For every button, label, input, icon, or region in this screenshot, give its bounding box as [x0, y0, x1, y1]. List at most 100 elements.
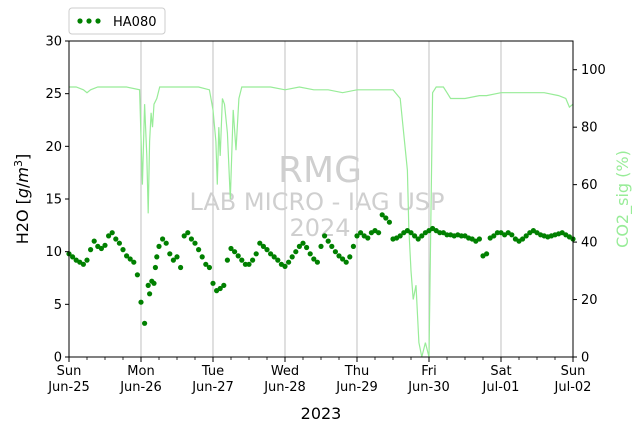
h2o-point — [383, 215, 389, 221]
h2o-point — [304, 244, 310, 251]
h2o-point — [358, 230, 364, 236]
right-axis-label: CO2_sig (%) — [613, 150, 633, 248]
h2o-point — [134, 272, 140, 278]
h2o-point — [232, 249, 238, 255]
h2o-point — [124, 253, 130, 259]
h2o-point — [311, 256, 317, 262]
x-tick-date: Jul-02 — [554, 380, 592, 395]
h2o-point — [354, 233, 360, 239]
h2o-point — [84, 257, 90, 263]
h2o-point — [260, 243, 266, 249]
x-tick-day: Tue — [201, 364, 224, 379]
h2o-point — [264, 247, 270, 253]
left-tick-label: 20 — [45, 140, 62, 155]
x-tick-day: Mon — [127, 364, 154, 379]
h2o-point — [314, 259, 320, 265]
x-axis-label: 2023 — [301, 404, 342, 423]
left-tick-label: 25 — [45, 87, 62, 102]
x-axis: SunJun-25MonJun-26TueJun-27WedJun-28ThuJ… — [47, 357, 591, 395]
h2o-point — [70, 254, 76, 260]
h2o-point — [163, 240, 169, 246]
h2o-point — [412, 233, 418, 239]
right-tick-label: 0 — [581, 351, 589, 366]
h2o-point — [145, 282, 151, 288]
h2o-point — [325, 238, 331, 244]
h2o-point — [376, 230, 382, 236]
x-tick-date: Jun-27 — [191, 380, 234, 395]
h2o-series — [66, 212, 576, 326]
h2o-point — [523, 233, 529, 239]
h2o-point — [332, 249, 338, 255]
left-tick-label: 15 — [45, 193, 62, 208]
h2o-point — [106, 233, 112, 239]
h2o-point — [88, 247, 94, 253]
watermark-line-1: RMG — [278, 150, 362, 191]
x-tick-date: Jun-28 — [263, 380, 306, 395]
h2o-point — [228, 245, 234, 252]
h2o-point — [246, 261, 252, 267]
h2o-point — [185, 230, 191, 236]
h2o-point — [271, 254, 277, 260]
h2o-point — [206, 264, 212, 271]
x-tick-day: Wed — [271, 364, 299, 379]
h2o-point — [282, 263, 288, 269]
co2-series — [69, 86, 574, 358]
x-tick-date: Jun-25 — [47, 380, 90, 395]
h2o-point — [268, 251, 274, 257]
h2o-point — [102, 242, 108, 248]
h2o-point — [203, 261, 209, 267]
h2o-point — [142, 320, 148, 326]
h2o-point — [181, 233, 187, 239]
left-tick-label: 5 — [54, 298, 62, 313]
watermark: RMG LAB MICRO - IAG USP 2024 — [189, 150, 444, 242]
h2o-point — [347, 254, 353, 260]
watermark-line-3: 2024 — [289, 214, 350, 242]
h2o-point — [91, 238, 97, 244]
h2o-point — [174, 254, 180, 260]
legend-marker — [86, 18, 92, 24]
h2o-point — [484, 251, 490, 257]
x-tick-date: Jul-01 — [482, 380, 520, 395]
h2o-point — [160, 236, 166, 242]
left-tick-label: 10 — [45, 245, 62, 260]
h2o-point — [286, 259, 292, 265]
h2o-point — [494, 230, 500, 236]
h2o-point — [293, 249, 299, 255]
legend-box — [68, 7, 166, 35]
h2o-point — [340, 256, 346, 262]
legend-marker — [77, 18, 83, 24]
h2o-point — [199, 254, 205, 260]
watermark-line-2: LAB MICRO - IAG USP — [189, 188, 444, 216]
h2o-point — [239, 257, 245, 263]
h2o-point — [80, 261, 86, 267]
h2o-point — [250, 257, 256, 263]
h2o-point — [296, 243, 302, 249]
h2o-point — [188, 236, 194, 242]
legend-label: HA080 — [113, 15, 156, 30]
h2o-point — [275, 257, 281, 263]
co2-line — [69, 86, 574, 358]
h2o-point — [154, 254, 160, 260]
h2o-point — [224, 257, 230, 263]
h2o-point — [120, 247, 126, 253]
legend-marker — [95, 18, 101, 24]
x-tick-day: Sun — [57, 364, 82, 379]
h2o-point — [437, 230, 443, 236]
h2o-point — [336, 253, 342, 259]
h2o-point — [113, 236, 119, 242]
left-tick-label: 30 — [45, 35, 62, 50]
left-axis: 0 5 10 15 20 25 30 — [45, 35, 69, 366]
h2o-point — [131, 259, 137, 265]
right-tick-label: 80 — [581, 121, 598, 136]
x-tick-day: Sat — [490, 364, 511, 379]
h2o-point — [116, 240, 122, 246]
h2o-point — [365, 235, 371, 241]
h2o-point — [127, 256, 133, 262]
h2o-point — [329, 243, 335, 249]
right-tick-label: 100 — [581, 63, 606, 78]
h2o-point — [167, 251, 173, 257]
h2o-point — [109, 230, 115, 236]
h2o-point — [178, 264, 184, 271]
h2o-point — [476, 236, 482, 242]
